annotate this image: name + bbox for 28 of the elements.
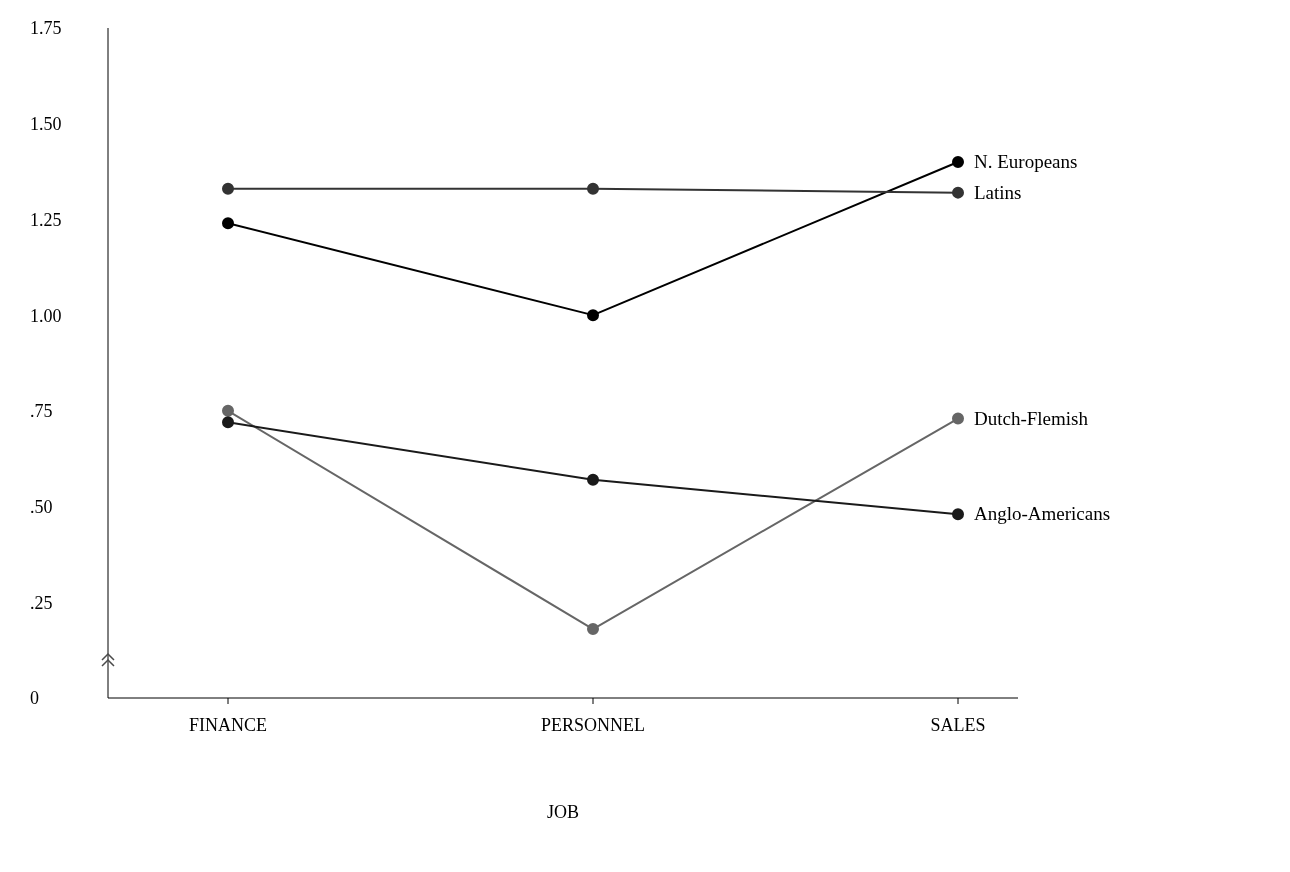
- y-tick-label: 1.25: [30, 209, 62, 230]
- y-tick-label: 1.50: [30, 114, 62, 135]
- series-label: Anglo-Americans: [974, 503, 1111, 525]
- point: [952, 186, 964, 199]
- point: [222, 182, 234, 195]
- series-label: Latins: [974, 181, 1022, 203]
- y-tick-label: .75: [30, 401, 53, 422]
- series-label: Dutch-Flemish: [974, 407, 1089, 429]
- x-axis-title: JOB: [546, 802, 580, 822]
- point: [222, 404, 234, 417]
- y-tick-label: 0: [30, 688, 39, 709]
- y-tick-label: 1.00: [30, 305, 62, 326]
- y-tick-label: .50: [30, 496, 53, 517]
- point: [587, 623, 599, 636]
- point: [587, 309, 599, 322]
- point: [952, 508, 964, 521]
- x-tick-label: SALES: [930, 714, 986, 735]
- point: [952, 412, 964, 425]
- x-tick-label: PERSONNEL: [540, 714, 646, 735]
- point: [587, 182, 599, 195]
- y-tick-label: 1.75: [30, 18, 62, 39]
- point: [222, 217, 234, 230]
- point: [587, 473, 599, 486]
- point: [222, 416, 234, 429]
- x-tick-label: FINANCE: [188, 714, 268, 735]
- y-tick-label: .25: [30, 592, 53, 613]
- series-label: N. Europeans: [974, 151, 1078, 172]
- point: [952, 156, 964, 168]
